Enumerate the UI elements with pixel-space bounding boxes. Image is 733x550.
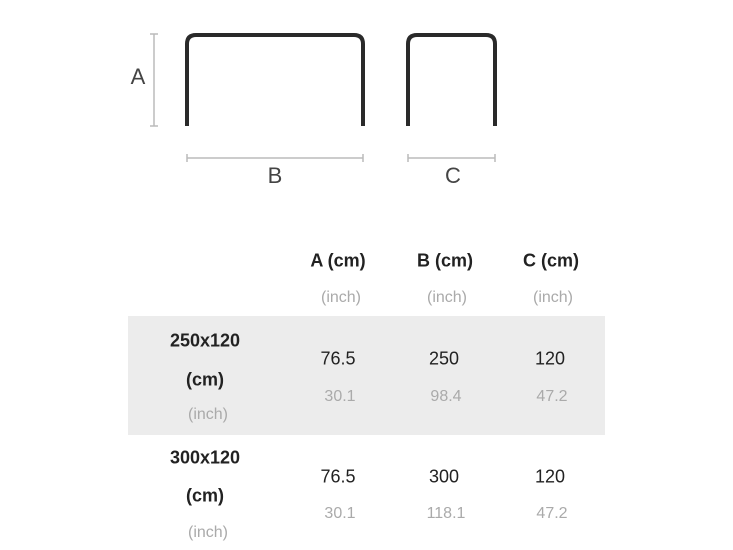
cell-c-cm: 120 (534, 466, 566, 487)
cell-b-cm: 250 (428, 348, 460, 369)
dimension-c-label: C (445, 163, 461, 188)
header-a-inch: (inch) (320, 289, 362, 306)
header-a-cm: A (cm) (310, 250, 366, 271)
table-dimension-diagram (150, 33, 497, 162)
cell-a-cm: 76.5 (320, 466, 356, 487)
cell-a-cm: 76.5 (320, 348, 356, 369)
table-front-view (185, 33, 365, 126)
dimension-b-line (186, 154, 364, 162)
row-size-label: 300x120 (169, 447, 241, 468)
table-side-view (406, 33, 497, 126)
cell-b-inch: 98.4 (430, 388, 462, 405)
row-unit-cm: (cm) (185, 485, 225, 506)
dimension-a-line (150, 33, 158, 127)
cell-a-inch: 30.1 (324, 388, 356, 405)
header-c-cm: C (cm) (522, 250, 580, 271)
row-unit-inch: (inch) (187, 524, 229, 541)
header-b-cm: B (cm) (416, 250, 474, 271)
dimension-b-label: B (267, 163, 283, 188)
cell-c-inch: 47.2 (536, 505, 568, 522)
header-b-inch: (inch) (426, 289, 468, 306)
cell-a-inch: 30.1 (324, 505, 356, 522)
row-unit-cm: (cm) (185, 369, 225, 390)
dimension-c-line (407, 154, 496, 162)
dimension-a-label: A (130, 64, 146, 89)
cell-c-cm: 120 (534, 348, 566, 369)
cell-c-inch: 47.2 (536, 388, 568, 405)
cell-b-cm: 300 (428, 466, 460, 487)
row-unit-inch: (inch) (187, 406, 229, 423)
row-highlight (128, 316, 605, 435)
header-c-inch: (inch) (532, 289, 574, 306)
cell-b-inch: 118.1 (426, 505, 466, 522)
row-size-label: 250x120 (169, 330, 241, 351)
